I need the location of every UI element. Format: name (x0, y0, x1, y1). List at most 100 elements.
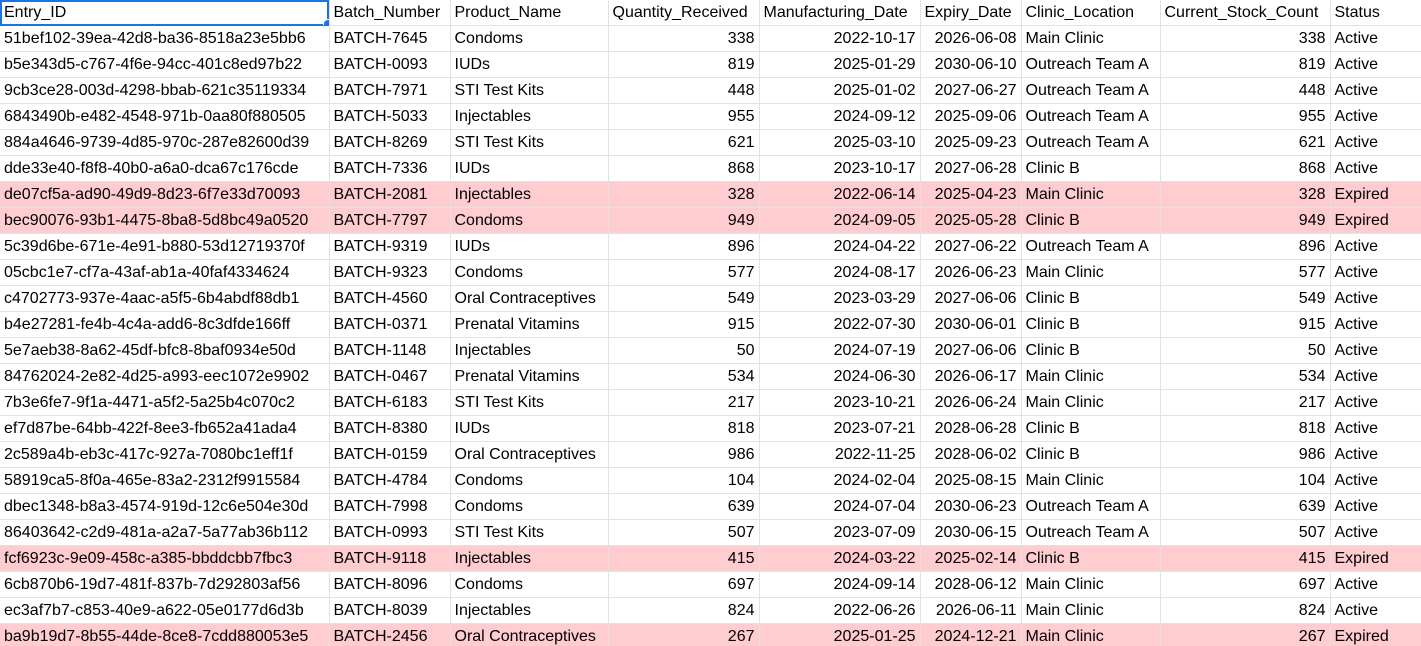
cell-product-name[interactable]: Prenatal Vitamins (450, 311, 609, 338)
cell-current-stock-count[interactable]: 819 (1160, 51, 1331, 78)
cell-expiry-date[interactable]: 2030-06-01 (920, 311, 1022, 338)
cell-manufacturing-date[interactable]: 2023-07-09 (759, 519, 921, 546)
cell-status[interactable]: Active (1330, 311, 1421, 338)
cell-manufacturing-date[interactable]: 2024-09-12 (759, 103, 921, 130)
cell-batch-number[interactable]: BATCH-0371 (329, 311, 451, 338)
cell-clinic-location[interactable]: Outreach Team A (1021, 233, 1161, 260)
cell-expiry-date[interactable]: 2024-12-21 (920, 623, 1022, 646)
cell-current-stock-count[interactable]: 896 (1160, 233, 1331, 260)
cell-product-name[interactable]: Condoms (450, 259, 609, 286)
cell-expiry-date[interactable]: 2028-06-28 (920, 415, 1022, 442)
cell-expiry-date[interactable]: 2028-06-12 (920, 571, 1022, 598)
cell-quantity-received[interactable]: 955 (608, 103, 760, 130)
cell-batch-number[interactable]: BATCH-7336 (329, 155, 451, 182)
cell-expiry-date[interactable]: 2026-06-23 (920, 259, 1022, 286)
cell-quantity-received[interactable]: 639 (608, 493, 760, 520)
header-cell-current-stock-count[interactable]: Current_Stock_Count (1160, 0, 1331, 26)
cell-current-stock-count[interactable]: 50 (1160, 337, 1331, 364)
selected-cell[interactable]: Entry_ID (0, 0, 330, 26)
cell-manufacturing-date[interactable]: 2023-10-21 (759, 389, 921, 416)
cell-product-name[interactable]: STI Test Kits (450, 129, 609, 156)
cell-batch-number[interactable]: BATCH-2456 (329, 623, 451, 646)
cell-quantity-received[interactable]: 104 (608, 467, 760, 494)
cell-clinic-location[interactable]: Clinic B (1021, 545, 1161, 572)
cell-manufacturing-date[interactable]: 2025-01-02 (759, 77, 921, 104)
cell-product-name[interactable]: Injectables (450, 597, 609, 624)
cell-quantity-received[interactable]: 819 (608, 51, 760, 78)
cell-batch-number[interactable]: BATCH-8096 (329, 571, 451, 598)
cell-clinic-location[interactable]: Outreach Team A (1021, 519, 1161, 546)
cell-clinic-location[interactable]: Main Clinic (1021, 25, 1161, 52)
cell-status[interactable]: Active (1330, 415, 1421, 442)
cell-quantity-received[interactable]: 217 (608, 389, 760, 416)
cell-manufacturing-date[interactable]: 2022-10-17 (759, 25, 921, 52)
cell-entry-id[interactable]: b4e27281-fe4b-4c4a-add6-8c3dfde166ff (0, 311, 330, 338)
cell-manufacturing-date[interactable]: 2024-09-14 (759, 571, 921, 598)
cell-batch-number[interactable]: BATCH-9319 (329, 233, 451, 260)
cell-manufacturing-date[interactable]: 2022-07-30 (759, 311, 921, 338)
cell-status[interactable]: Expired (1330, 623, 1421, 646)
cell-current-stock-count[interactable]: 507 (1160, 519, 1331, 546)
cell-clinic-location[interactable]: Outreach Team A (1021, 103, 1161, 130)
cell-status[interactable]: Active (1330, 51, 1421, 78)
cell-product-name[interactable]: STI Test Kits (450, 519, 609, 546)
cell-entry-id[interactable]: 9cb3ce28-003d-4298-bbab-621c35119334 (0, 77, 330, 104)
cell-entry-id[interactable]: 51bef102-39ea-42d8-ba36-8518a23e5bb6 (0, 25, 330, 52)
cell-current-stock-count[interactable]: 949 (1160, 207, 1331, 234)
cell-entry-id[interactable]: 58919ca5-8f0a-465e-83a2-2312f9915584 (0, 467, 330, 494)
header-cell-quantity-received[interactable]: Quantity_Received (608, 0, 760, 26)
header-cell-manufacturing-date[interactable]: Manufacturing_Date (759, 0, 921, 26)
cell-manufacturing-date[interactable]: 2025-01-25 (759, 623, 921, 646)
cell-batch-number[interactable]: BATCH-9323 (329, 259, 451, 286)
cell-current-stock-count[interactable]: 915 (1160, 311, 1331, 338)
cell-status[interactable]: Active (1330, 103, 1421, 130)
cell-entry-id[interactable]: bec90076-93b1-4475-8ba8-5d8bc49a0520 (0, 207, 330, 234)
cell-status[interactable]: Active (1330, 493, 1421, 520)
cell-clinic-location[interactable]: Clinic B (1021, 415, 1161, 442)
cell-current-stock-count[interactable]: 328 (1160, 181, 1331, 208)
cell-clinic-location[interactable]: Clinic B (1021, 311, 1161, 338)
cell-status[interactable]: Active (1330, 467, 1421, 494)
cell-clinic-location[interactable]: Main Clinic (1021, 571, 1161, 598)
cell-entry-id[interactable]: dbec1348-b8a3-4574-919d-12c6e504e30d (0, 493, 330, 520)
cell-entry-id[interactable]: fcf6923c-9e09-458c-a385-bbddcbb7fbc3 (0, 545, 330, 572)
cell-clinic-location[interactable]: Main Clinic (1021, 467, 1161, 494)
cell-clinic-location[interactable]: Main Clinic (1021, 181, 1161, 208)
cell-current-stock-count[interactable]: 448 (1160, 77, 1331, 104)
cell-batch-number[interactable]: BATCH-4560 (329, 285, 451, 312)
cell-product-name[interactable]: Condoms (450, 467, 609, 494)
cell-quantity-received[interactable]: 415 (608, 545, 760, 572)
cell-product-name[interactable]: IUDs (450, 233, 609, 260)
cell-batch-number[interactable]: BATCH-2081 (329, 181, 451, 208)
cell-clinic-location[interactable]: Outreach Team A (1021, 51, 1161, 78)
cell-expiry-date[interactable]: 2027-06-06 (920, 337, 1022, 364)
cell-clinic-location[interactable]: Outreach Team A (1021, 493, 1161, 520)
cell-batch-number[interactable]: BATCH-7645 (329, 25, 451, 52)
cell-product-name[interactable]: Condoms (450, 571, 609, 598)
cell-quantity-received[interactable]: 915 (608, 311, 760, 338)
cell-product-name[interactable]: STI Test Kits (450, 77, 609, 104)
cell-status[interactable]: Active (1330, 363, 1421, 390)
cell-batch-number[interactable]: BATCH-7971 (329, 77, 451, 104)
cell-clinic-location[interactable]: Main Clinic (1021, 623, 1161, 646)
cell-status[interactable]: Active (1330, 285, 1421, 312)
cell-manufacturing-date[interactable]: 2022-11-25 (759, 441, 921, 468)
cell-quantity-received[interactable]: 818 (608, 415, 760, 442)
cell-entry-id[interactable]: de07cf5a-ad90-49d9-8d23-6f7e33d70093 (0, 181, 330, 208)
fill-handle[interactable] (322, 19, 328, 25)
cell-batch-number[interactable]: BATCH-7797 (329, 207, 451, 234)
cell-status[interactable]: Active (1330, 155, 1421, 182)
cell-current-stock-count[interactable]: 639 (1160, 493, 1331, 520)
cell-product-name[interactable]: Condoms (450, 207, 609, 234)
cell-manufacturing-date[interactable]: 2023-10-17 (759, 155, 921, 182)
cell-current-stock-count[interactable]: 267 (1160, 623, 1331, 646)
header-cell-batch-number[interactable]: Batch_Number (329, 0, 451, 26)
cell-clinic-location[interactable]: Clinic B (1021, 207, 1161, 234)
cell-expiry-date[interactable]: 2026-06-08 (920, 25, 1022, 52)
cell-batch-number[interactable]: BATCH-7998 (329, 493, 451, 520)
cell-expiry-date[interactable]: 2027-06-28 (920, 155, 1022, 182)
cell-product-name[interactable]: Injectables (450, 337, 609, 364)
cell-entry-id[interactable]: ef7d87be-64bb-422f-8ee3-fb652a41ada4 (0, 415, 330, 442)
cell-product-name[interactable]: Condoms (450, 493, 609, 520)
cell-batch-number[interactable]: BATCH-8269 (329, 129, 451, 156)
